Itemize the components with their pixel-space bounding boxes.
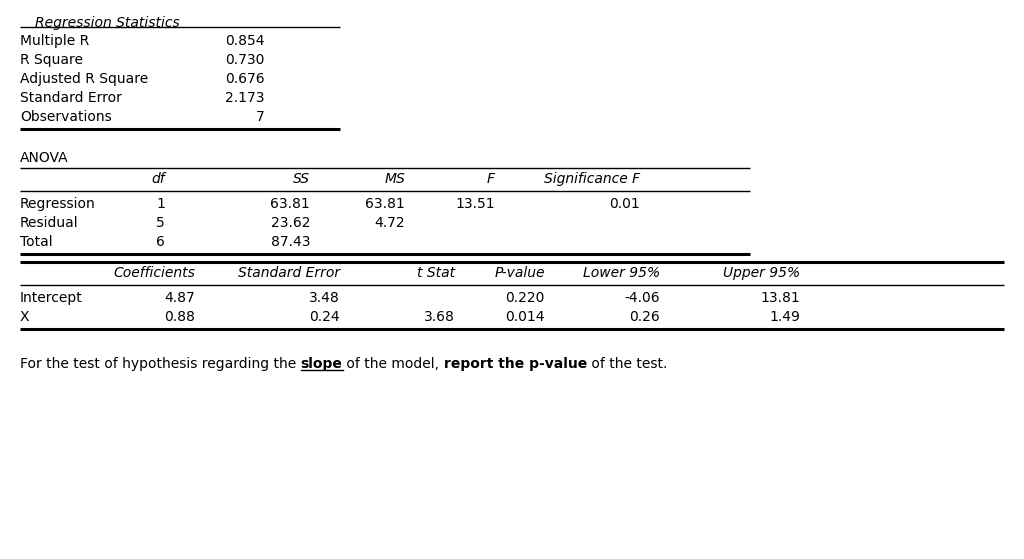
Text: Multiple R: Multiple R [20, 34, 89, 48]
Text: of the model,: of the model, [342, 357, 443, 371]
Text: For the test of hypothesis regarding the: For the test of hypothesis regarding the [20, 357, 301, 371]
Text: 1.49: 1.49 [769, 310, 800, 324]
Text: Standard Error: Standard Error [20, 91, 122, 105]
Text: 0.88: 0.88 [164, 310, 195, 324]
Text: R Square: R Square [20, 53, 83, 67]
Text: P-value: P-value [495, 266, 545, 280]
Text: 13.81: 13.81 [760, 291, 800, 305]
Text: of the test.: of the test. [587, 357, 668, 371]
Text: 63.81: 63.81 [270, 197, 310, 211]
Text: MS: MS [384, 172, 406, 186]
Text: 6: 6 [156, 235, 165, 249]
Text: SS: SS [293, 172, 310, 186]
Text: 5: 5 [157, 216, 165, 230]
Text: 4.87: 4.87 [164, 291, 195, 305]
Text: 87.43: 87.43 [270, 235, 310, 249]
Text: report the p-value: report the p-value [443, 357, 587, 371]
Text: 7: 7 [256, 110, 265, 124]
Text: 0.676: 0.676 [225, 72, 265, 86]
Text: 0.01: 0.01 [609, 197, 640, 211]
Text: 0.730: 0.730 [225, 53, 265, 67]
Text: -4.06: -4.06 [625, 291, 660, 305]
Text: 13.51: 13.51 [456, 197, 495, 211]
Text: F: F [487, 172, 495, 186]
Text: Lower 95%: Lower 95% [583, 266, 660, 280]
Text: 3.48: 3.48 [309, 291, 340, 305]
Text: slope: slope [301, 357, 342, 371]
Text: 0.24: 0.24 [309, 310, 340, 324]
Text: 0.26: 0.26 [630, 310, 660, 324]
Text: 23.62: 23.62 [270, 216, 310, 230]
Text: Intercept: Intercept [20, 291, 83, 305]
Text: Upper 95%: Upper 95% [723, 266, 800, 280]
Text: 3.68: 3.68 [424, 310, 455, 324]
Text: 1: 1 [156, 197, 165, 211]
Text: 0.220: 0.220 [506, 291, 545, 305]
Text: t Stat: t Stat [417, 266, 455, 280]
Text: 4.72: 4.72 [375, 216, 406, 230]
Text: Standard Error: Standard Error [238, 266, 340, 280]
Text: Coefficients: Coefficients [113, 266, 195, 280]
Text: df: df [152, 172, 165, 186]
Text: Residual: Residual [20, 216, 79, 230]
Text: Total: Total [20, 235, 52, 249]
Text: 63.81: 63.81 [366, 197, 406, 211]
Text: Significance F: Significance F [544, 172, 640, 186]
Text: 2.173: 2.173 [225, 91, 265, 105]
Text: 0.854: 0.854 [225, 34, 265, 48]
Text: Observations: Observations [20, 110, 112, 124]
Text: Adjusted R Square: Adjusted R Square [20, 72, 148, 86]
Text: Regression Statistics: Regression Statistics [35, 16, 180, 30]
Text: X: X [20, 310, 30, 324]
Text: ANOVA: ANOVA [20, 151, 69, 165]
Text: 0.014: 0.014 [506, 310, 545, 324]
Text: Regression: Regression [20, 197, 96, 211]
